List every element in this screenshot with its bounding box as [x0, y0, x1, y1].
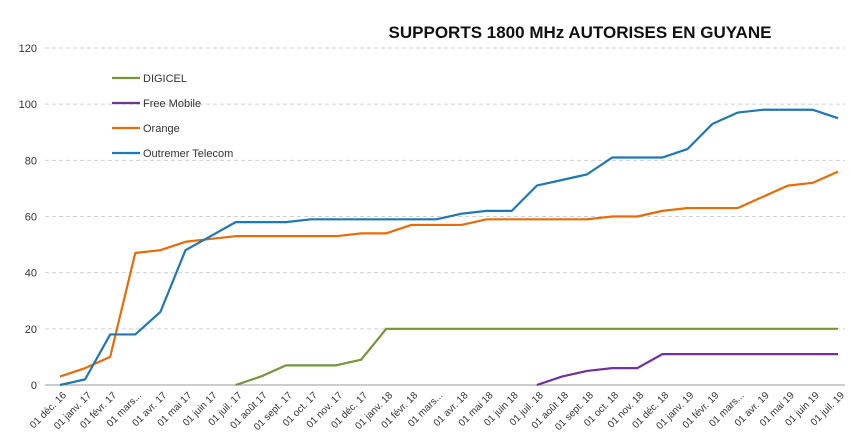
y-tick-label: 0: [31, 380, 37, 392]
y-tick-label: 40: [25, 268, 37, 280]
legend-label: Orange: [143, 123, 180, 135]
legend-label: Outremer Telecom: [143, 148, 233, 160]
legend-label: DIGICEL: [143, 73, 187, 85]
series-line: [536, 353, 838, 387]
y-tick-label: 60: [25, 212, 37, 224]
y-tick-label: 20: [25, 324, 37, 336]
y-tick-label: 120: [19, 43, 37, 55]
series-line: [235, 327, 838, 387]
series-line: [59, 108, 839, 387]
y-tick-label: 80: [25, 155, 37, 167]
series-line: [59, 170, 839, 378]
chart-title: SUPPORTS 1800 MHz AUTORISES EN GUYANE: [389, 23, 772, 42]
y-tick-label: 100: [19, 99, 37, 111]
legend-label: Free Mobile: [143, 98, 201, 110]
